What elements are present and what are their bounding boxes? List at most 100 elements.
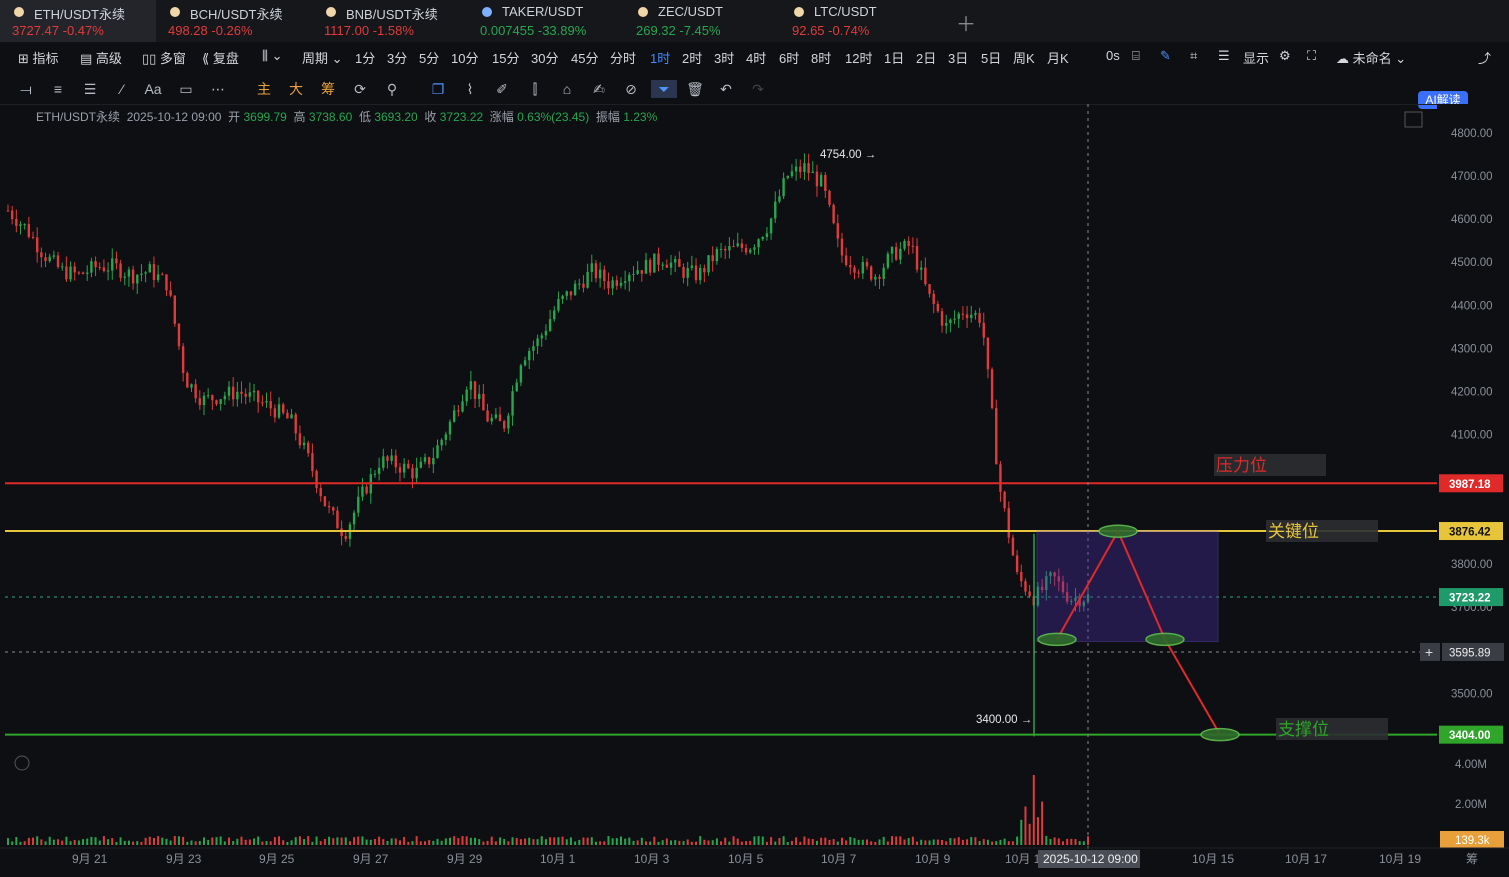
cloud-layout-button[interactable]: ☁ 未命名 ⌄ [1336,51,1407,66]
ruler-icon[interactable]: ⌇ [466,81,474,97]
y-tick-label: 4500.00 [1451,257,1493,269]
interval-18[interactable]: 5日 [981,51,1002,66]
candle-body [719,248,723,250]
lock-icon[interactable]: ⌂ [562,81,572,97]
candle-body [1065,592,1069,602]
trash-icon[interactable]: 🗑 [686,81,704,97]
candle-body [290,414,293,419]
tab-ltc[interactable]: LTC/USDT 92.65 -0.74% [780,0,936,42]
candle-body [423,457,427,462]
candle-body [373,473,377,475]
interval-4[interactable]: 15分 [492,51,520,66]
indicators-button[interactable]: ⊞ 指标 [18,51,59,66]
share-icon[interactable]: ⤴ [1478,51,1492,66]
candle-body [953,318,956,320]
chip-icon[interactable]: 筹 [321,81,335,97]
parallel-lines-icon[interactable]: ≡ [53,81,63,97]
interval-9[interactable]: 2时 [682,51,703,66]
display-button[interactable]: 显示 [1243,51,1270,66]
candle-body [511,391,514,416]
camera-icon[interactable]: ⌸ [1132,48,1140,63]
interval-8[interactable]: 1时 [650,51,671,66]
interval-1[interactable]: 3分 [387,51,408,66]
y-tick-label: 4300.00 [1451,343,1493,355]
candle-icon[interactable]: ⫿ [532,81,538,97]
expand-pane-icon[interactable] [14,755,30,771]
magnet-icon[interactable]: ⚲ [386,81,398,97]
maximize-icon[interactable] [1404,111,1423,128]
horizontal-line-icon[interactable]: ⟞ [20,81,32,97]
interval-16[interactable]: 2日 [916,51,937,66]
interval-14[interactable]: 12时 [845,51,873,66]
filter-icon[interactable]: ⏷ [651,80,677,98]
crosshair-plus-box[interactable] [1420,642,1440,661]
candle-body [657,253,660,265]
interval-0[interactable]: 1分 [355,51,376,66]
rectangle-icon[interactable]: ▭ [179,81,193,97]
main-chart-icon[interactable]: 主 [257,81,271,97]
fullscreen-icon[interactable]: ⛶ [1307,48,1317,63]
add-tab-icon[interactable]: ＋ [956,14,976,36]
more-tools-icon[interactable]: ⋯ [211,81,225,97]
candle-body [315,471,318,488]
candle-body [327,506,331,508]
interval-20[interactable]: 月K [1047,51,1069,66]
interval-5[interactable]: 30分 [531,51,559,66]
projection-marker [1037,632,1077,647]
interval-6[interactable]: 45分 [571,51,599,66]
interval-17[interactable]: 3日 [948,51,969,66]
interval-3[interactable]: 10分 [451,51,479,66]
advanced-button[interactable]: ▤ 高级 [80,51,122,66]
tab-bnb[interactable]: BNB/USDT永续 1117.00 -1.58% [312,0,468,42]
settings-icon[interactable]: ⚙ [1279,48,1291,63]
text-tool-icon[interactable]: Aa [144,81,162,97]
interval-12[interactable]: 6时 [779,51,800,66]
tab-price: 0.007455 -33.89% [480,23,587,38]
interval-2[interactable]: 5分 [419,51,440,66]
tab-zec[interactable]: ZEC/USDT 269.32 -7.45% [624,0,780,42]
eraser-icon[interactable]: ⊘ [625,81,637,97]
trend-line-icon[interactable]: ⁄ [120,81,124,97]
crosshair-time-text: 2025-10-12 09:00 [1043,852,1138,866]
tab-eth[interactable]: ETH/USDT永续 3727.47 -0.47% [0,0,156,42]
candle-body [878,276,881,279]
big-order-icon[interactable]: 大 [289,81,303,97]
redo-icon[interactable]: ↷ [752,81,764,97]
replay-button[interactable]: ⟪ 复盘 [202,51,239,66]
interval-19[interactable]: 周K [1013,51,1035,66]
interval-7[interactable]: 分时 [610,51,637,66]
undo-icon[interactable]: ↶ [720,81,732,97]
tab-bch[interactable]: BCH/USDT永续 498.28 -0.26% [156,0,312,42]
interval-11[interactable]: 4时 [746,51,767,66]
candle-body [774,201,777,219]
candle-body [640,270,644,274]
period-button[interactable]: 周期 ⌄ [302,51,343,66]
channel-icon[interactable]: ☰ [83,81,97,97]
brush-icon[interactable]: ✐ [496,81,508,97]
level-label: 关键位 [1268,522,1319,541]
multi-window-button[interactable]: ▯▯ 多窗 [142,51,186,66]
candle-body [540,335,543,339]
candle-body [1036,586,1040,606]
interval-13[interactable]: 8时 [811,51,832,66]
tab-name: ZEC/USDT [658,4,723,19]
copy-icon[interactable]: ❐ [431,81,445,97]
list-icon[interactable]: ☰ [1218,48,1230,63]
candle-body [844,255,848,265]
interval-10[interactable]: 3时 [714,51,735,66]
candle-body [181,346,185,374]
sync-icon[interactable]: ⟳ [354,81,366,97]
candle-body [440,439,443,446]
y-tick-label: 4700.00 [1451,171,1493,183]
tab-taker[interactable]: TAKER/USDT 0.007455 -33.89% [468,0,624,42]
interval-15[interactable]: 1日 [884,51,905,66]
candle-body [769,218,773,234]
pen-icon[interactable]: ✎ [1160,48,1171,63]
chart-type-icon[interactable]: ⫼ ⌄ [262,48,283,63]
crop-icon[interactable]: ⌗ [1190,48,1198,63]
candle-body [86,272,89,274]
candle-body [949,319,952,324]
note-icon[interactable]: ✍ [593,81,605,97]
candle-body [277,404,281,418]
